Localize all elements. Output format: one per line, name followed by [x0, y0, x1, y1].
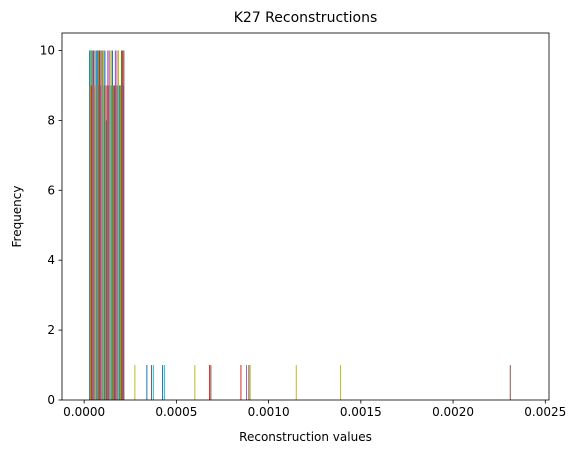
histogram-bar — [295, 365, 297, 400]
histogram-bar — [100, 50, 102, 400]
histogram-bar — [107, 50, 109, 400]
histogram-bar — [114, 85, 116, 401]
histogram-bar — [108, 50, 110, 400]
histogram-bar — [109, 85, 111, 401]
histogram-bar — [150, 365, 152, 400]
histogram-bar — [95, 50, 98, 400]
histogram-bar — [245, 365, 247, 400]
y-tick-label: 2 — [47, 323, 55, 337]
histogram-bar — [93, 85, 95, 401]
x-axis-label: Reconstruction values — [239, 430, 372, 444]
bars-layer — [89, 50, 511, 401]
histogram-bar — [95, 85, 97, 401]
histogram-bar — [120, 85, 122, 401]
histogram-bar — [509, 365, 511, 400]
histogram-bar — [92, 50, 94, 400]
histogram-bar — [112, 85, 114, 401]
histogram-bar — [152, 365, 154, 400]
y-axis-ticks: 0 2 4 6 8 10 — [40, 43, 62, 407]
histogram-bar — [248, 365, 250, 400]
x-tick-label: 0.0015 — [340, 405, 382, 419]
y-axis-label: Frequency — [10, 186, 24, 248]
histogram-bar — [117, 85, 119, 401]
y-tick-label: 8 — [47, 113, 55, 127]
histogram-bar — [115, 85, 117, 401]
histogram-bar — [102, 50, 104, 400]
histogram-bar — [119, 85, 121, 401]
histogram-bar — [98, 50, 101, 400]
y-tick-label: 4 — [47, 253, 55, 267]
histogram-bar — [240, 365, 242, 400]
chart-title: K27 Reconstructions — [234, 10, 378, 26]
histogram-bar — [108, 85, 110, 401]
histogram-bar — [118, 85, 120, 401]
histogram-bar — [111, 50, 114, 400]
histogram-bar — [209, 365, 211, 400]
y-tick-label: 0 — [47, 393, 55, 407]
histogram-bar — [89, 85, 92, 401]
histogram-bar — [96, 50, 98, 400]
histogram-bar — [89, 50, 91, 400]
histogram-bar — [162, 365, 164, 400]
histogram-bar — [106, 85, 108, 401]
histogram-bar — [104, 50, 106, 400]
histogram-bar — [98, 50, 100, 400]
histogram-bar — [120, 50, 123, 400]
histogram-bar — [105, 120, 107, 400]
histogram-bar — [90, 50, 92, 400]
histogram-bar — [91, 85, 93, 401]
x-tick-label: 0.0000 — [63, 405, 105, 419]
histogram-bar — [117, 50, 120, 400]
histogram-bar — [249, 365, 251, 400]
histogram-bar — [114, 50, 117, 400]
x-tick-label: 0.0020 — [432, 405, 474, 419]
y-tick-label: 6 — [47, 183, 55, 197]
histogram-bar — [123, 50, 125, 400]
histogram-bar — [210, 365, 212, 400]
histogram-bar — [110, 50, 112, 400]
histogram-bar — [146, 365, 148, 400]
histogram-bar — [94, 50, 96, 400]
histogram-bar — [194, 365, 196, 400]
x-tick-label: 0.0025 — [524, 405, 566, 419]
histogram-bar — [111, 85, 113, 401]
histogram-bar — [121, 50, 123, 400]
histogram-bar — [101, 50, 104, 400]
histogram-bar — [103, 85, 105, 401]
histogram-bar — [122, 85, 124, 401]
histogram-bar — [101, 85, 103, 401]
histogram-bar — [99, 85, 101, 401]
histogram-bar — [113, 85, 115, 401]
histogram-bar — [163, 365, 165, 400]
x-tick-label: 0.0005 — [155, 405, 197, 419]
histogram-bar — [92, 50, 95, 400]
plot-frame — [61, 32, 550, 401]
y-tick-label: 10 — [40, 43, 55, 57]
histogram-bar — [134, 365, 136, 400]
histogram-bar — [340, 365, 342, 400]
histogram-bar — [116, 50, 118, 400]
x-axis-ticks: 0.0000 0.0005 0.0010 0.0015 0.0020 0.0025 — [63, 400, 566, 419]
x-tick-label: 0.0010 — [248, 405, 290, 419]
histogram-bar — [97, 85, 99, 401]
histogram-bar — [105, 85, 107, 401]
